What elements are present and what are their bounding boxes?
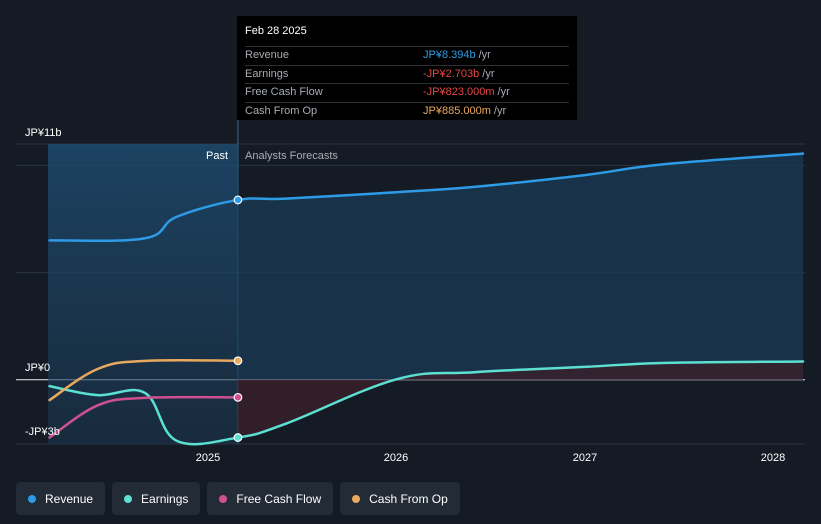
legend-item-earnings[interactable]: Earnings (112, 482, 201, 515)
tooltip-row-free-cash-flow: Free Cash Flow -JP¥823.000m /yr (245, 83, 569, 102)
legend-item-revenue[interactable]: Revenue (16, 482, 106, 515)
tooltip-value: JP¥885.000m (423, 104, 491, 117)
free-cash-flow-marker (233, 392, 243, 402)
legend-item-free-cash-flow[interactable]: Free Cash Flow (207, 482, 334, 515)
cash-from-op-marker (233, 356, 243, 366)
tooltip-value: -JP¥2.703b (423, 67, 480, 80)
x-tick-2026: 2026 (383, 452, 409, 464)
x-tick-2025: 2025 (195, 452, 221, 464)
legend: Revenue Earnings Free Cash Flow Cash Fro… (16, 482, 460, 515)
tooltip-row-earnings: Earnings -JP¥2.703b /yr (245, 64, 569, 84)
y-axis-zero-label: JP¥0 (25, 362, 51, 374)
y-axis-bottom-label: -JP¥3b (25, 426, 60, 438)
revenue-forecast-area (237, 153, 804, 380)
past-label: Past (206, 150, 229, 162)
tooltip-unit: /yr (478, 49, 491, 61)
tooltip-unit: /yr (493, 104, 507, 117)
tooltip-label: Revenue (245, 49, 290, 61)
tooltip-date: Feb 28 2025 (245, 25, 307, 37)
forecast-label: Analysts Forecasts (245, 150, 338, 162)
tooltip-value: -JP¥823.000m (423, 86, 495, 98)
y-axis-top-label: JP¥11b (25, 127, 62, 139)
earnings-line (48, 360, 805, 446)
earnings-dot-icon (124, 494, 133, 503)
x-tick-2028: 2028 (760, 452, 786, 464)
revenue-dot-icon (28, 494, 36, 503)
tooltip: Feb 28 2025 Revenue JP¥8.394b /yr Earnin… (237, 16, 577, 120)
legend-label: Cash From Op (369, 491, 448, 506)
series-lines (48, 152, 805, 446)
tooltip-label: Earnings (245, 67, 289, 80)
earnings-forecast-area (237, 361, 804, 438)
revenue-line (48, 152, 805, 243)
series-areas (48, 144, 804, 444)
cash-from-op-dot-icon (352, 494, 361, 503)
tooltip-value: JP¥8.394b (423, 49, 476, 61)
x-tick-2027: 2027 (572, 452, 598, 464)
legend-label: Revenue (45, 491, 94, 506)
legend-item-cash-from-op[interactable]: Cash From Op (340, 482, 460, 515)
tooltip-row-cash-from-op: Cash From Op JP¥885.000m /yr (245, 101, 569, 121)
tooltip-label: Cash From Op (245, 104, 318, 117)
tooltip-unit: /yr (482, 67, 495, 80)
legend-label: Free Cash Flow (236, 491, 322, 506)
past-region-shade (48, 144, 238, 444)
tooltip-row-revenue: Revenue JP¥8.394b /yr (245, 46, 569, 65)
earnings-marker (233, 433, 243, 442)
free-cash-flow-dot-icon (219, 494, 228, 503)
free-cash-flow-line (48, 395, 240, 439)
revenue-marker (233, 195, 243, 205)
legend-label: Earnings (141, 491, 189, 506)
series-markers (233, 195, 243, 442)
cash-from-op-line (48, 358, 240, 402)
tooltip-label: Free Cash Flow (245, 86, 323, 98)
tooltip-unit: /yr (497, 86, 510, 98)
